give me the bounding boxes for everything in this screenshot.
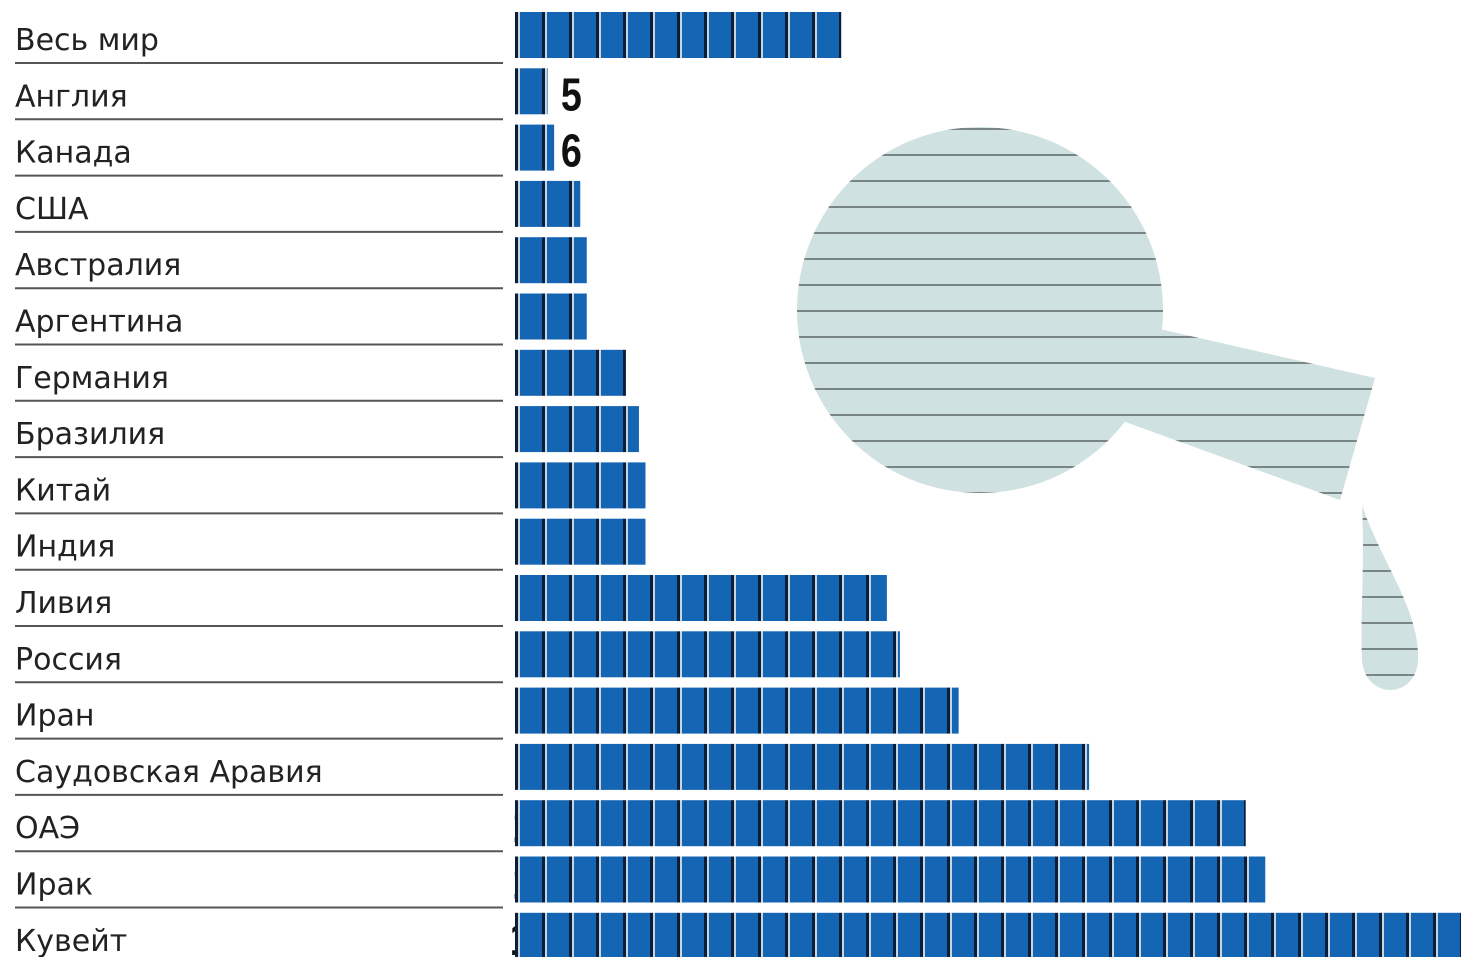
category-label: Саудовская Аравия <box>15 755 323 790</box>
category-label: Германия <box>15 361 169 396</box>
category-label: Иран <box>15 699 94 734</box>
bar <box>515 912 1461 957</box>
bar <box>515 68 548 115</box>
bar <box>515 180 581 227</box>
bar <box>515 406 639 453</box>
category-label: Ливия <box>15 586 112 621</box>
category-label: Индия <box>15 530 115 565</box>
category-label: США <box>15 192 89 227</box>
bar <box>515 518 646 565</box>
bar <box>515 293 587 340</box>
decor-magnifier <box>797 127 1419 690</box>
bar <box>515 12 842 58</box>
bar <box>515 743 1090 790</box>
category-label: ОАЭ <box>15 811 80 846</box>
rows: Весь мир50Англия5Канада6США10Австралия11… <box>15 12 1461 957</box>
category-label: Кувейт <box>15 924 127 957</box>
bar <box>515 687 959 734</box>
bar <box>515 124 555 171</box>
category-label: Россия <box>15 642 122 677</box>
value-label: 5 <box>561 69 582 120</box>
category-label: Австралия <box>15 248 181 283</box>
category-label: Канада <box>15 136 132 171</box>
bar <box>515 856 1266 903</box>
value-label: 6 <box>561 125 582 176</box>
bar <box>515 349 626 396</box>
bar <box>515 237 587 284</box>
category-label: Аргентина <box>15 305 183 340</box>
bar <box>515 800 1246 847</box>
bar <box>515 575 887 621</box>
category-label: Весь мир <box>15 23 159 58</box>
category-label: Китай <box>15 473 111 508</box>
bar <box>515 631 900 678</box>
bar <box>515 462 646 509</box>
category-label: Ирак <box>15 868 93 903</box>
category-label: Англия <box>15 79 128 114</box>
category-label: Бразилия <box>15 417 165 452</box>
